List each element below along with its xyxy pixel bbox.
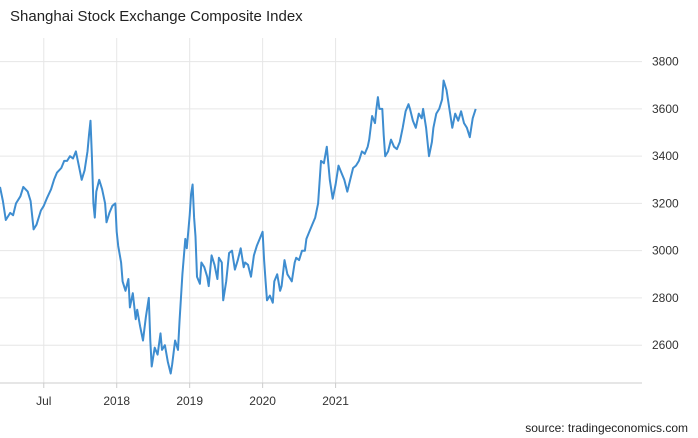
y-tick-label: 3200 [652,196,679,210]
gridlines [0,38,642,383]
y-tick-label: 3400 [652,149,679,163]
source-text: source: tradingeconomics.com [525,421,688,435]
y-tick-label: 3600 [652,102,679,116]
x-axis: Jul 2018 2019 2020 2021 [36,383,349,408]
y-tick-label: 3000 [652,244,679,258]
x-tick-label: 2021 [322,394,349,408]
x-tick-label: Jul [36,394,51,408]
x-tick-label: 2019 [176,394,203,408]
y-tick-label: 3800 [652,55,679,69]
y-tick-label: 2600 [652,338,679,352]
chart-title: Shanghai Stock Exchange Composite Index [10,8,303,25]
x-tick-label: 2018 [103,394,130,408]
y-axis: 2600 2800 3000 3200 3400 3600 3800 [652,55,679,353]
series-line [0,79,477,375]
x-tick-label: 2020 [249,394,276,408]
y-tick-label: 2800 [652,291,679,305]
